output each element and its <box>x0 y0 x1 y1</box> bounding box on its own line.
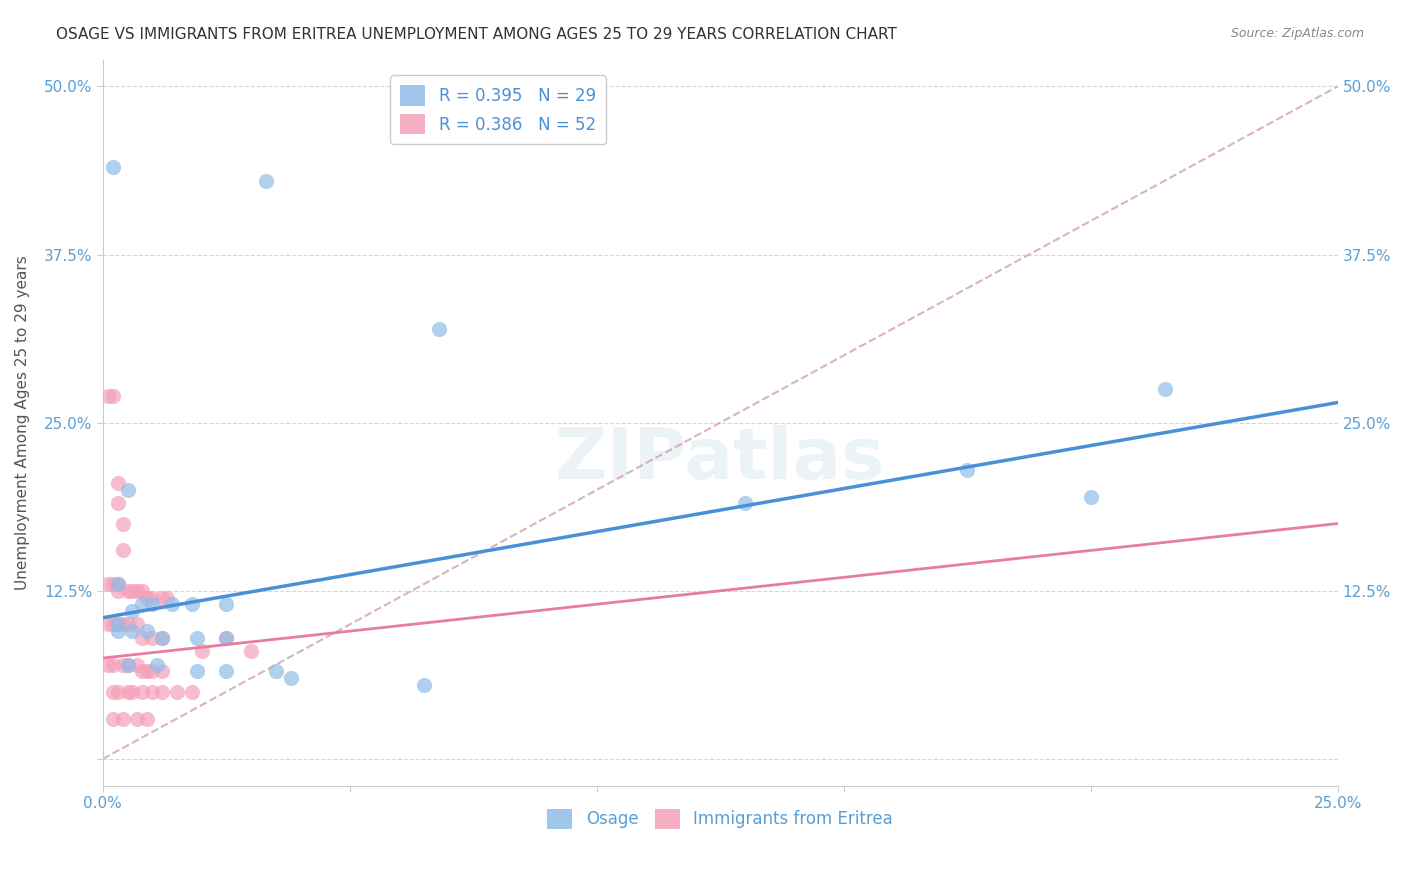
Y-axis label: Unemployment Among Ages 25 to 29 years: Unemployment Among Ages 25 to 29 years <box>15 255 30 591</box>
Point <box>141 665 163 679</box>
Point <box>215 631 238 645</box>
Point <box>117 657 139 672</box>
Point <box>107 583 129 598</box>
Point <box>150 665 173 679</box>
Point <box>156 591 179 605</box>
Point <box>180 684 202 698</box>
Point <box>117 583 139 598</box>
Point <box>734 496 756 510</box>
Point <box>107 617 129 632</box>
Point <box>101 657 124 672</box>
Point <box>264 665 287 679</box>
Point <box>97 617 120 632</box>
Point <box>121 583 143 598</box>
Point <box>111 712 134 726</box>
Point <box>107 617 129 632</box>
Point <box>107 476 129 491</box>
Point <box>190 644 212 658</box>
Point <box>127 657 149 672</box>
Point <box>215 665 238 679</box>
Point <box>136 624 159 639</box>
Text: ZIPatlas: ZIPatlas <box>555 425 886 493</box>
Point <box>131 684 153 698</box>
Point <box>107 496 129 510</box>
Point <box>240 644 263 658</box>
Point <box>121 624 143 639</box>
Point <box>97 577 120 591</box>
Point <box>121 684 143 698</box>
Point <box>107 624 129 639</box>
Point <box>150 684 173 698</box>
Point <box>111 516 134 531</box>
Point <box>427 321 450 335</box>
Legend: Osage, Immigrants from Eritrea: Osage, Immigrants from Eritrea <box>541 802 900 836</box>
Point <box>111 657 134 672</box>
Point <box>215 597 238 611</box>
Point <box>127 712 149 726</box>
Point <box>117 684 139 698</box>
Point <box>1080 490 1102 504</box>
Point <box>111 617 134 632</box>
Text: OSAGE VS IMMIGRANTS FROM ERITREA UNEMPLOYMENT AMONG AGES 25 TO 29 YEARS CORRELAT: OSAGE VS IMMIGRANTS FROM ERITREA UNEMPLO… <box>56 27 897 42</box>
Point <box>141 631 163 645</box>
Point <box>131 665 153 679</box>
Point <box>101 712 124 726</box>
Point <box>1153 382 1175 396</box>
Point <box>107 577 129 591</box>
Point <box>107 577 129 591</box>
Point <box>136 591 159 605</box>
Point <box>131 597 153 611</box>
Point <box>107 684 129 698</box>
Point <box>150 591 173 605</box>
Point <box>131 583 153 598</box>
Point <box>111 543 134 558</box>
Point <box>160 597 183 611</box>
Point <box>117 657 139 672</box>
Point <box>141 591 163 605</box>
Point <box>117 617 139 632</box>
Point <box>127 617 149 632</box>
Point <box>131 631 153 645</box>
Point <box>121 604 143 618</box>
Point <box>254 174 277 188</box>
Point <box>127 583 149 598</box>
Point <box>101 160 124 174</box>
Point <box>166 684 188 698</box>
Point <box>101 389 124 403</box>
Point <box>215 631 238 645</box>
Point <box>412 678 434 692</box>
Point <box>146 657 169 672</box>
Point <box>956 463 979 477</box>
Point <box>141 684 163 698</box>
Text: Source: ZipAtlas.com: Source: ZipAtlas.com <box>1230 27 1364 40</box>
Point <box>97 657 120 672</box>
Point <box>97 389 120 403</box>
Point <box>186 631 208 645</box>
Point <box>136 665 159 679</box>
Point <box>180 597 202 611</box>
Point <box>101 577 124 591</box>
Point <box>150 631 173 645</box>
Point <box>101 617 124 632</box>
Point <box>101 684 124 698</box>
Point <box>136 712 159 726</box>
Point <box>141 597 163 611</box>
Point <box>117 483 139 497</box>
Point <box>186 665 208 679</box>
Point <box>280 671 302 685</box>
Point <box>150 631 173 645</box>
